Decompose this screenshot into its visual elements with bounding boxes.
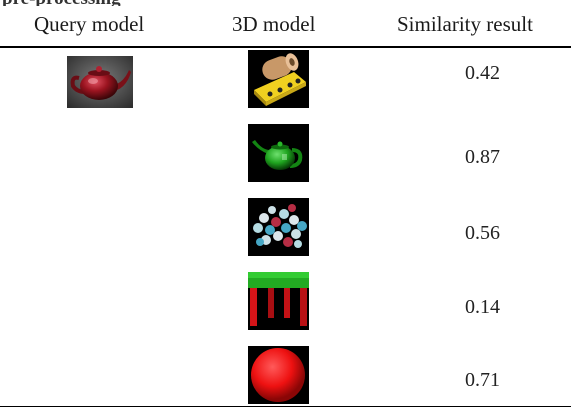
cut-off-heading: pre-processing (2, 0, 162, 6)
similarity-score: 0.42 (465, 62, 500, 84)
column-header-query: Query model (34, 12, 145, 36)
model-sphere-image (248, 346, 309, 404)
column-header-3d-model: 3D model (232, 12, 316, 36)
similarity-score: 0.56 (465, 222, 500, 244)
model-green-teapot-image (248, 124, 309, 182)
model-mechanical-part-image (248, 50, 309, 108)
query-teapot-image (67, 56, 133, 108)
similarity-score: 0.87 (465, 146, 500, 168)
model-molecule-image (248, 198, 309, 256)
model-table-image (248, 272, 309, 330)
column-header-similarity: Similarity result (397, 12, 533, 36)
table-bottom-rule (0, 406, 571, 407)
cut-off-heading-text: pre-processing (2, 0, 121, 6)
table-top-rule (0, 46, 571, 48)
similarity-score: 0.71 (465, 369, 500, 391)
similarity-score: 0.14 (465, 296, 500, 318)
